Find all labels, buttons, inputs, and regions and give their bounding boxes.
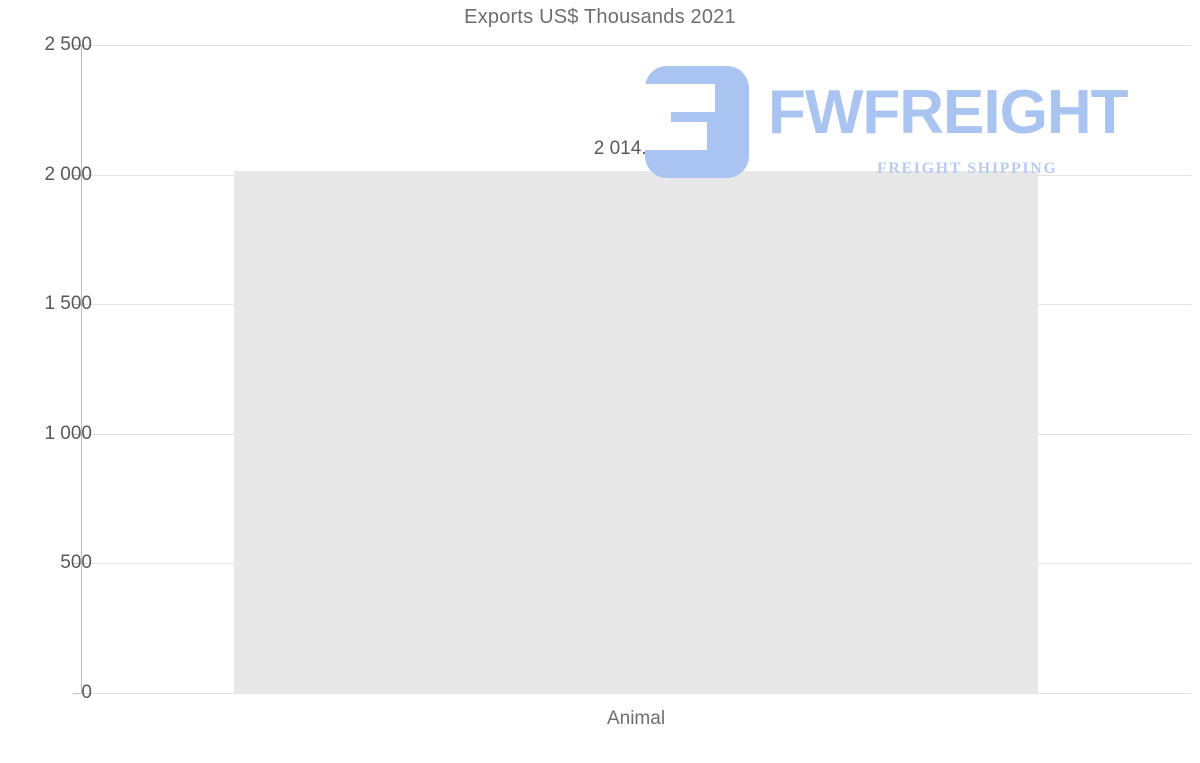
y-axis-tick-label: 2 500 — [44, 34, 92, 55]
y-axis-tick-mark — [73, 563, 81, 565]
y-axis-line — [81, 45, 82, 693]
y-axis-tick-label: 1 000 — [44, 422, 92, 444]
bar-value-label: 2 014.929 — [593, 137, 679, 159]
y-axis-tick-mark — [73, 45, 81, 46]
y-axis-tick-label: 2 000 — [44, 163, 92, 185]
x-axis-tick-label: Animal — [606, 708, 666, 729]
y-axis-tick-mark — [73, 304, 81, 306]
y-axis-tick-label: 500 — [60, 552, 92, 574]
y-axis-tick-mark — [73, 433, 81, 435]
y-axis-tick-label: 1 500 — [44, 293, 92, 315]
y-axis-tick-mark — [73, 693, 81, 694]
gridline — [81, 693, 1191, 694]
y-axis-tick-label: 0 — [81, 682, 92, 703]
bar[interactable] — [233, 170, 1039, 693]
gridline — [81, 45, 1191, 46]
y-axis-tick-mark — [73, 174, 81, 176]
chart-title: Exports US$ Thousands 2021 — [464, 6, 736, 28]
